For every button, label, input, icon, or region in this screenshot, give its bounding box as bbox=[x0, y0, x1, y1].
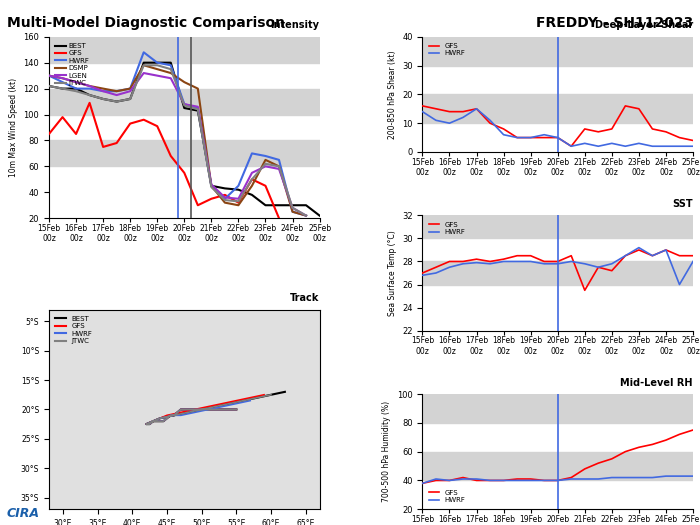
Text: Multi-Model Diagnostic Comparison: Multi-Model Diagnostic Comparison bbox=[7, 16, 285, 30]
Text: SST: SST bbox=[673, 199, 693, 209]
Bar bbox=[49, 37, 320, 62]
Legend: GFS, HWRF: GFS, HWRF bbox=[426, 40, 468, 59]
Text: Track: Track bbox=[290, 293, 320, 303]
Text: Mid-Level RH: Mid-Level RH bbox=[620, 377, 693, 387]
Bar bbox=[49, 89, 320, 114]
Y-axis label: 10m Max Wind Speed (kt): 10m Max Wind Speed (kt) bbox=[9, 78, 18, 177]
Bar bbox=[422, 37, 693, 66]
Bar bbox=[422, 452, 693, 480]
Legend: BEST, GFS, HWRF, DSMP, LGEN, JTWC: BEST, GFS, HWRF, DSMP, LGEN, JTWC bbox=[52, 40, 92, 89]
Text: FREDDY - SH112023: FREDDY - SH112023 bbox=[536, 16, 693, 30]
Y-axis label: 200-850 hPa Shear (kt): 200-850 hPa Shear (kt) bbox=[388, 50, 396, 139]
Bar bbox=[422, 94, 693, 123]
Legend: GFS, HWRF: GFS, HWRF bbox=[426, 219, 468, 238]
Bar bbox=[49, 140, 320, 166]
Legend: BEST, GFS, HWRF, JTWC: BEST, GFS, HWRF, JTWC bbox=[52, 313, 95, 347]
Text: CIRA: CIRA bbox=[7, 507, 40, 520]
Text: Deep-Layer Shear: Deep-Layer Shear bbox=[595, 20, 693, 30]
Bar bbox=[422, 394, 693, 423]
Legend: GFS, HWRF: GFS, HWRF bbox=[426, 487, 468, 506]
Y-axis label: Sea Surface Temp (°C): Sea Surface Temp (°C) bbox=[388, 230, 396, 316]
Bar bbox=[422, 215, 693, 238]
Y-axis label: 700-500 hPa Humidity (%): 700-500 hPa Humidity (%) bbox=[382, 401, 391, 502]
Bar bbox=[422, 261, 693, 285]
Text: Intensity: Intensity bbox=[271, 20, 320, 30]
